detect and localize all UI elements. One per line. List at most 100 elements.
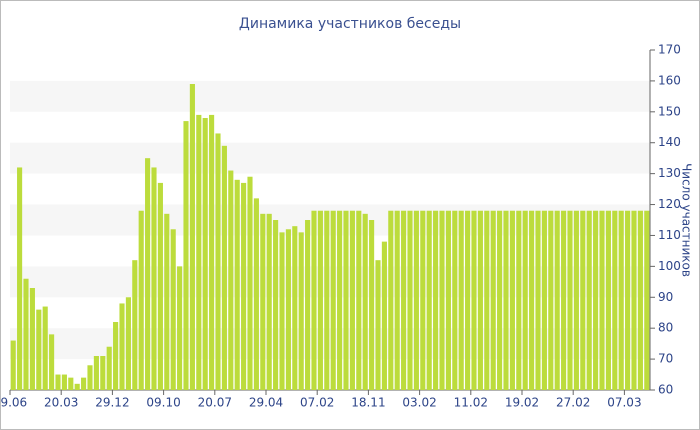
- bar: [535, 210, 541, 390]
- bar: [484, 210, 490, 390]
- bar: [311, 210, 317, 390]
- y-tick-label: 120: [658, 197, 681, 211]
- bar: [394, 210, 400, 390]
- bar: [407, 210, 413, 390]
- bar: [369, 220, 375, 390]
- bar: [55, 374, 61, 390]
- y-tick-label: 100: [658, 259, 681, 273]
- x-tick-label: 20.07: [198, 396, 232, 410]
- bar: [234, 179, 240, 390]
- bar: [36, 309, 42, 390]
- bar: [593, 210, 599, 390]
- y-tick-label: 160: [658, 73, 681, 87]
- bar: [644, 210, 650, 390]
- bar: [49, 334, 55, 390]
- bar: [471, 210, 477, 390]
- bar: [106, 346, 112, 390]
- bar: [10, 340, 16, 390]
- bar: [61, 374, 67, 390]
- x-tick-label: 09.06: [0, 396, 27, 410]
- x-tick-label: 03.02: [402, 396, 436, 410]
- bar: [81, 377, 87, 390]
- bar: [541, 210, 547, 390]
- bar: [445, 210, 451, 390]
- bar: [388, 210, 394, 390]
- chart-title: Динамика участников беседы: [239, 16, 461, 32]
- bar: [93, 356, 99, 390]
- bar: [17, 167, 23, 390]
- bar: [138, 210, 144, 390]
- bar: [241, 182, 247, 390]
- bar: [337, 210, 343, 390]
- bar: [433, 210, 439, 390]
- bar: [439, 210, 445, 390]
- bar: [330, 210, 336, 390]
- bar: [548, 210, 554, 390]
- bar: [567, 210, 573, 390]
- bar: [586, 210, 592, 390]
- bar: [177, 266, 183, 390]
- x-tick-label: 07.02: [300, 396, 334, 410]
- bar: [260, 213, 266, 390]
- y-tick-label: 150: [658, 104, 681, 118]
- bar: [426, 210, 432, 390]
- bar: [74, 383, 80, 390]
- bar: [573, 210, 579, 390]
- bar: [637, 210, 643, 390]
- grid-band: [10, 328, 650, 360]
- bar: [202, 118, 208, 390]
- bar: [266, 213, 272, 390]
- bar: [618, 210, 624, 390]
- bar: [305, 220, 311, 390]
- bar: [23, 278, 29, 390]
- x-tick-label: 27.02: [556, 396, 590, 410]
- bar: [375, 260, 381, 390]
- bar: [253, 198, 259, 390]
- bar: [285, 229, 291, 390]
- bar: [209, 114, 215, 390]
- x-tick-label: 11.02: [454, 396, 488, 410]
- grid-band: [10, 80, 650, 112]
- x-tick-label: 19.02: [505, 396, 539, 410]
- bar: [605, 210, 611, 390]
- y-tick-label: 140: [658, 135, 681, 149]
- bar: [625, 210, 631, 390]
- bar: [125, 297, 131, 390]
- bar: [503, 210, 509, 390]
- bar: [612, 210, 618, 390]
- y-tick-label: 170: [658, 43, 681, 57]
- bar: [145, 158, 151, 390]
- bar: [324, 210, 330, 390]
- bar: [381, 241, 387, 390]
- bar: [420, 210, 426, 390]
- bar: [522, 210, 528, 390]
- bar: [247, 176, 253, 390]
- bar: [189, 84, 195, 390]
- bar: [356, 210, 362, 390]
- bar: [561, 210, 567, 390]
- bar: [132, 260, 138, 390]
- bar: [529, 210, 535, 390]
- y-tick-label: 130: [658, 166, 681, 180]
- bar: [631, 210, 637, 390]
- bar: [113, 322, 119, 390]
- bar: [68, 377, 74, 390]
- bar: [317, 210, 323, 390]
- bar: [196, 114, 202, 390]
- y-tick-label: 80: [658, 321, 673, 335]
- bar: [157, 182, 163, 390]
- bar: [215, 133, 221, 391]
- y-tick-label: 70: [658, 352, 673, 366]
- bar: [42, 306, 48, 390]
- bar: [509, 210, 515, 390]
- bar: [465, 210, 471, 390]
- bar: [490, 210, 496, 390]
- bar: [164, 213, 170, 390]
- bar: [279, 232, 285, 390]
- bar: [452, 210, 458, 390]
- bar: [343, 210, 349, 390]
- bar: [497, 210, 503, 390]
- bar: [183, 121, 189, 390]
- bar: [273, 220, 279, 390]
